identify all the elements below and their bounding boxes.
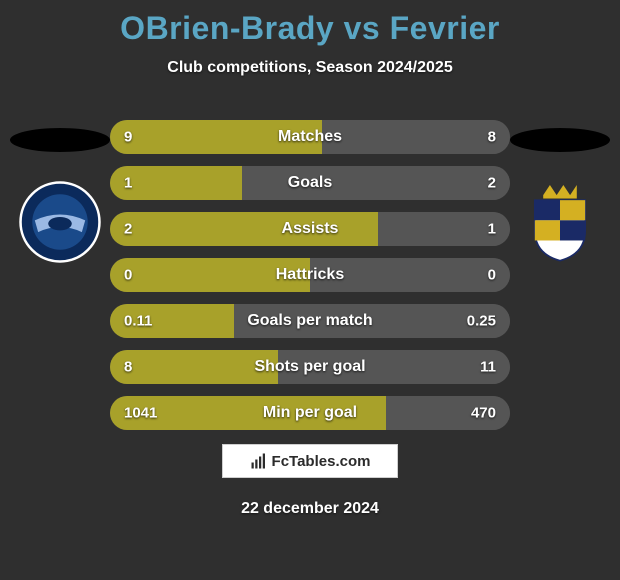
stat-row: 811Shots per goal bbox=[110, 350, 510, 384]
club-crest-left bbox=[18, 180, 102, 264]
chart-icon bbox=[250, 452, 268, 470]
player-shadow-right bbox=[510, 128, 610, 152]
stat-metric-label: Assists bbox=[110, 220, 510, 238]
stat-row: 21Assists bbox=[110, 212, 510, 246]
stat-row: 12Goals bbox=[110, 166, 510, 200]
brand-badge: FcTables.com bbox=[222, 444, 398, 478]
stat-metric-label: Hattricks bbox=[110, 266, 510, 284]
shield-icon bbox=[18, 180, 102, 264]
stat-metric-label: Matches bbox=[110, 128, 510, 146]
date-text: 22 december 2024 bbox=[0, 500, 620, 518]
stat-metric-label: Goals bbox=[110, 174, 510, 192]
player-shadow-left bbox=[10, 128, 110, 152]
brand-text: FcTables.com bbox=[272, 453, 371, 470]
subtitle: Club competitions, Season 2024/2025 bbox=[0, 59, 620, 77]
page-title: OBrien-Brady vs Fevrier bbox=[0, 0, 620, 47]
stat-metric-label: Min per goal bbox=[110, 404, 510, 422]
shield-icon bbox=[518, 180, 602, 264]
comparison-bars: 98Matches 12Goals 21Assists 00Hattricks 0.11… bbox=[110, 120, 510, 442]
stat-row: 00Hattricks bbox=[110, 258, 510, 292]
stat-row: 98Matches bbox=[110, 120, 510, 154]
stat-metric-label: Shots per goal bbox=[110, 358, 510, 376]
club-crest-right bbox=[518, 180, 602, 264]
stat-metric-label: Goals per match bbox=[110, 312, 510, 330]
stat-row: 0.110.25Goals per match bbox=[110, 304, 510, 338]
stat-row: 1041470Min per goal bbox=[110, 396, 510, 430]
